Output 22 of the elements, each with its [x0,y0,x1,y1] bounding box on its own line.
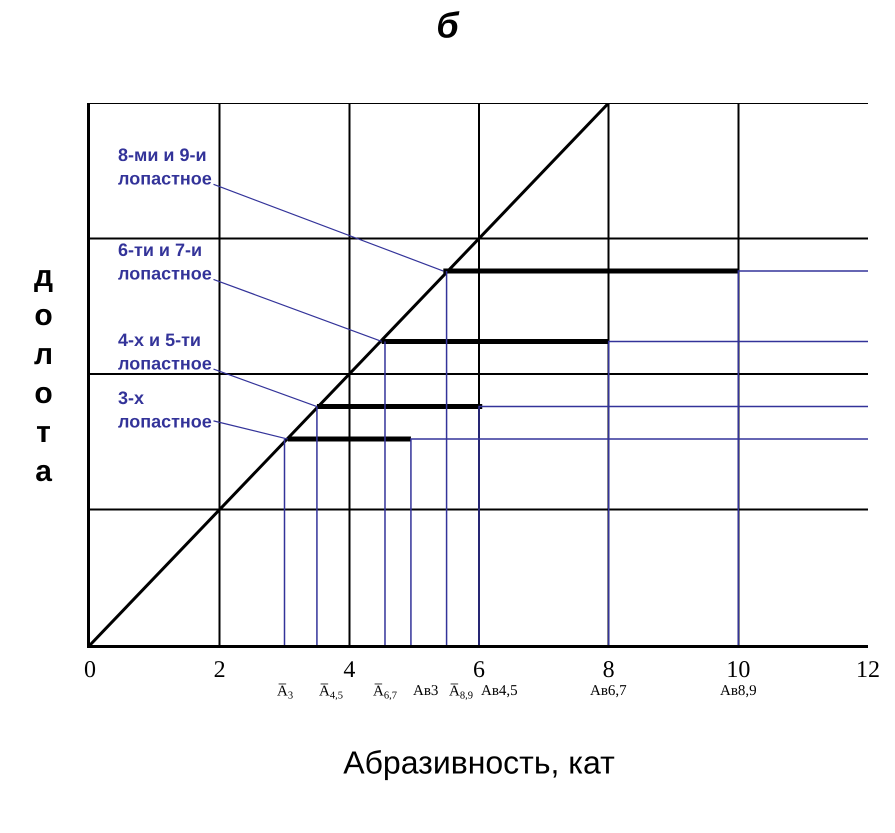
annotation: A̅$_{3}$ [277,683,294,702]
annotation: A̅$_{8,9}$ [449,683,473,702]
annotation: 4-х и 5-ти лопастное [118,330,212,374]
annotation: 3-х лопастное [118,388,212,432]
x-tick-label: 12 [856,656,880,683]
annotation: Ав3 [413,683,438,699]
x-tick-label: 4 [343,656,356,683]
annotation: Ав4,5 [481,683,518,699]
annotation: A̅$_{4,5}$ [319,683,343,702]
x-tick-label: 6 [473,656,485,683]
x-axis-title: Абразивность, кат [343,744,616,781]
annotation: Ав6,7 [590,683,628,699]
annotation: 6-ти и 7-и лопастное [118,240,212,284]
x-tick-label: 10 [726,656,750,683]
annotation: A̅$_{6,7}$ [373,683,397,702]
x-tick-label: 8 [602,656,615,683]
chart-title: б [436,4,460,46]
y-axis-title: долота [34,260,54,488]
x-tick-label: 2 [214,656,226,683]
annotation: 8-ми и 9-и лопастное [118,145,212,188]
annotation: Ав8,9 [720,683,757,699]
x-tick-label: 0 [84,656,96,683]
